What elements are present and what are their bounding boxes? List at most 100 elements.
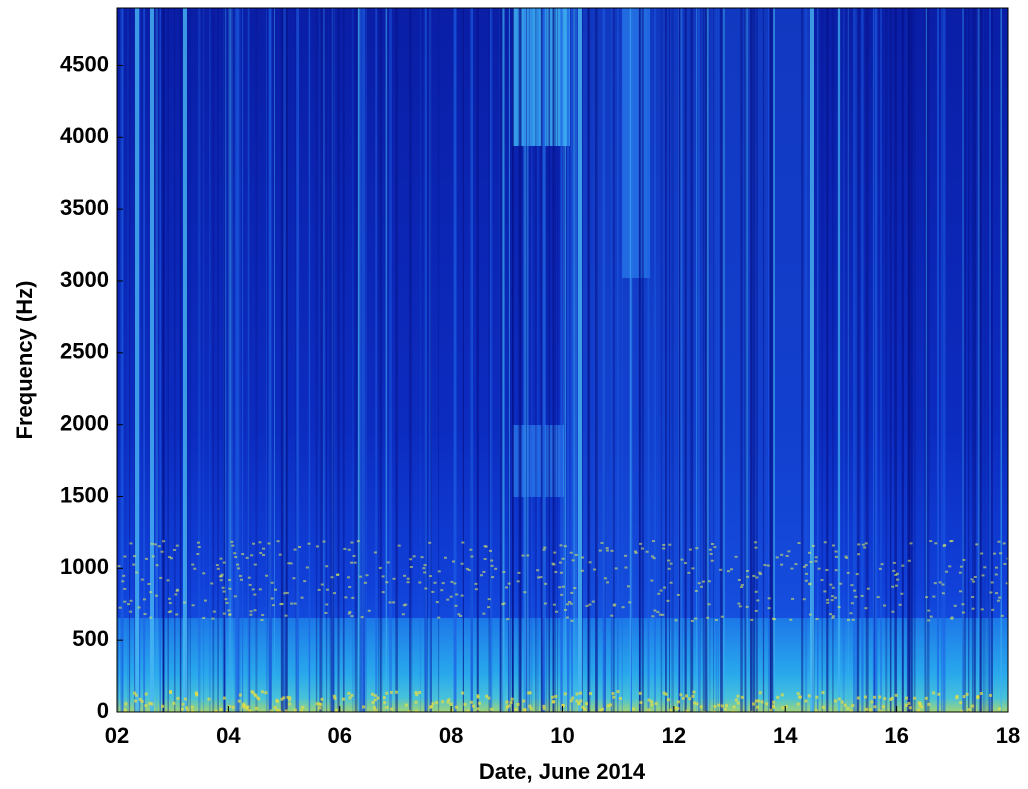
texture-dot (560, 593, 564, 596)
texture-dot (123, 600, 127, 603)
texture-stripe (183, 8, 187, 712)
texture-dot (861, 543, 865, 546)
texture-dot (373, 551, 377, 554)
texture-dot (247, 576, 251, 579)
texture-stripe (684, 8, 687, 712)
texture-dot (825, 569, 829, 572)
texture-stripe (127, 8, 129, 712)
texture-dot (925, 596, 929, 599)
texture-dot (360, 616, 364, 619)
texture-dot (752, 702, 756, 706)
texture-stripe (587, 8, 591, 712)
texture-dot (414, 710, 418, 712)
texture-dot (129, 610, 133, 613)
texture-stripe (535, 8, 537, 712)
texture-dot (823, 541, 827, 544)
texture-dot (196, 553, 200, 556)
texture-dot (521, 554, 525, 557)
texture-dot (460, 594, 464, 597)
texture-dot (693, 701, 697, 705)
texture-dot (435, 701, 439, 705)
texture-stripe (610, 8, 613, 712)
texture-dot (140, 699, 144, 703)
texture-dot (250, 554, 254, 557)
texture-stripe (880, 8, 882, 712)
texture-stripe (826, 8, 829, 712)
texture-dot (740, 695, 744, 699)
texture-dot (958, 571, 962, 574)
texture-dot (610, 549, 614, 552)
texture-dot (420, 556, 424, 559)
texture-dot (516, 702, 520, 706)
texture-stripe (989, 8, 991, 712)
texture-dot (245, 706, 249, 710)
texture-stripe (700, 8, 701, 712)
texture-dot (363, 581, 367, 584)
texture-dot (679, 693, 683, 697)
texture-dot (569, 602, 573, 605)
texture-dot (737, 602, 741, 605)
texture-dot (330, 576, 334, 579)
texture-stripe (968, 8, 970, 712)
texture-dot (918, 704, 922, 708)
texture-dot (301, 705, 305, 709)
texture-dot (687, 571, 691, 574)
texture-dot (681, 696, 685, 700)
texture-stripe (560, 8, 563, 712)
texture-dot (183, 697, 187, 701)
texture-dot (849, 710, 853, 712)
texture-stripe (642, 8, 644, 712)
texture-dot (149, 616, 153, 619)
texture-dot (927, 609, 931, 612)
texture-dot (460, 562, 464, 565)
texture-stripe (804, 8, 808, 712)
texture-dot (790, 567, 794, 570)
texture-dot (647, 708, 651, 712)
texture-dot (385, 581, 389, 584)
texture-dot (482, 612, 486, 615)
texture-stripe (668, 8, 670, 712)
texture-stripe (857, 8, 860, 712)
texture-dot (455, 593, 459, 596)
texture-dot (666, 698, 670, 702)
texture-dot (320, 583, 324, 586)
texture-stripe (669, 8, 670, 712)
texture-stripe (128, 8, 131, 712)
texture-dot (157, 545, 161, 548)
texture-stripe (280, 8, 283, 712)
texture-dot (253, 563, 257, 566)
texture-stripe (750, 8, 753, 712)
texture-stripe (690, 8, 694, 712)
texture-stripe (773, 8, 775, 712)
texture-dot (878, 695, 882, 699)
texture-dot (539, 576, 543, 579)
texture-stripe (150, 8, 154, 712)
x-tick-label: 16 (884, 723, 908, 748)
texture-dot (554, 695, 558, 699)
texture-dot (962, 695, 966, 699)
texture-dot (745, 569, 749, 572)
texture-dot (370, 692, 374, 696)
texture-dot (927, 702, 931, 706)
texture-dot (376, 696, 380, 700)
texture-dot (851, 618, 855, 621)
texture-stripe (548, 8, 550, 712)
texture-stripe (705, 8, 709, 712)
texture-dot (407, 710, 411, 712)
texture-dot (414, 691, 418, 695)
texture-dot (802, 598, 806, 601)
texture-dot (789, 618, 793, 621)
texture-stripe (715, 8, 717, 712)
texture-stripe (217, 8, 219, 712)
texture-stripe (1000, 8, 1003, 712)
texture-dot (598, 549, 602, 552)
texture-stripe (629, 8, 633, 712)
texture-dot (814, 709, 818, 712)
texture-dot (900, 592, 904, 595)
texture-stripe (284, 8, 288, 712)
texture-stripe (519, 8, 522, 712)
texture-dot (663, 586, 667, 589)
texture-dot (766, 564, 770, 567)
texture-dot (989, 591, 993, 594)
texture-stripe (385, 8, 388, 712)
